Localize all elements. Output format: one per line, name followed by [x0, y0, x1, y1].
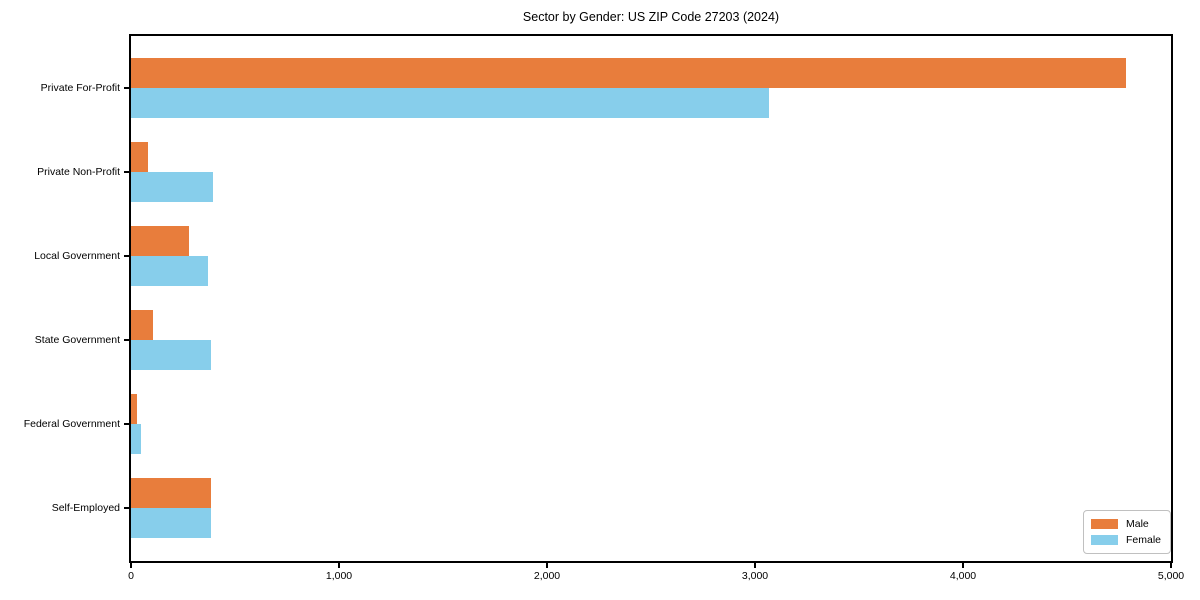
- bar-male: [131, 58, 1126, 88]
- bar-male: [131, 142, 148, 172]
- x-tick-label: 3,000: [741, 570, 769, 582]
- bar-male: [131, 478, 211, 508]
- legend-row: Male: [1091, 516, 1163, 532]
- legend: Male Female: [1083, 510, 1171, 554]
- x-tick-label: 5,000: [1157, 570, 1185, 582]
- y-tick-label: Private For-Profit: [40, 82, 120, 94]
- y-tick-label: Local Government: [34, 250, 120, 262]
- y-tick-label: Private Non-Profit: [37, 166, 120, 178]
- bar-female: [131, 340, 211, 370]
- x-tick-mark: [962, 563, 964, 568]
- bar-female: [131, 172, 213, 202]
- legend-swatch-female: [1091, 535, 1118, 545]
- x-tick-label: 4,000: [949, 570, 977, 582]
- bar-female: [131, 424, 141, 454]
- x-tick-label: 1,000: [325, 570, 353, 582]
- y-tick-mark: [124, 255, 129, 257]
- legend-label: Male: [1126, 518, 1149, 530]
- bar-male: [131, 394, 137, 424]
- y-tick-mark: [124, 423, 129, 425]
- legend-row: Female: [1091, 532, 1163, 548]
- bar-female: [131, 508, 211, 538]
- chart-title: Sector by Gender: US ZIP Code 27203 (202…: [522, 10, 780, 24]
- x-tick-mark: [130, 563, 132, 568]
- bar-female: [131, 88, 769, 118]
- y-tick-mark: [124, 87, 129, 89]
- y-tick-mark: [124, 339, 129, 341]
- bar-male: [131, 310, 153, 340]
- y-tick-label: State Government: [34, 334, 120, 346]
- x-tick-mark: [1170, 563, 1172, 568]
- bar-female: [131, 256, 208, 286]
- y-tick-label: Federal Government: [23, 418, 120, 430]
- legend-swatch-male: [1091, 519, 1118, 529]
- y-tick-mark: [124, 507, 129, 509]
- x-tick-mark: [754, 563, 756, 568]
- y-tick-label: Self-Employed: [51, 502, 120, 514]
- x-tick-label: 2,000: [533, 570, 561, 582]
- y-tick-mark: [124, 171, 129, 173]
- x-tick-mark: [338, 563, 340, 568]
- bar-male: [131, 226, 189, 256]
- x-tick-label: 0: [128, 570, 134, 582]
- legend-label: Female: [1126, 534, 1162, 546]
- plot-area: [129, 34, 1173, 563]
- x-tick-mark: [546, 563, 548, 568]
